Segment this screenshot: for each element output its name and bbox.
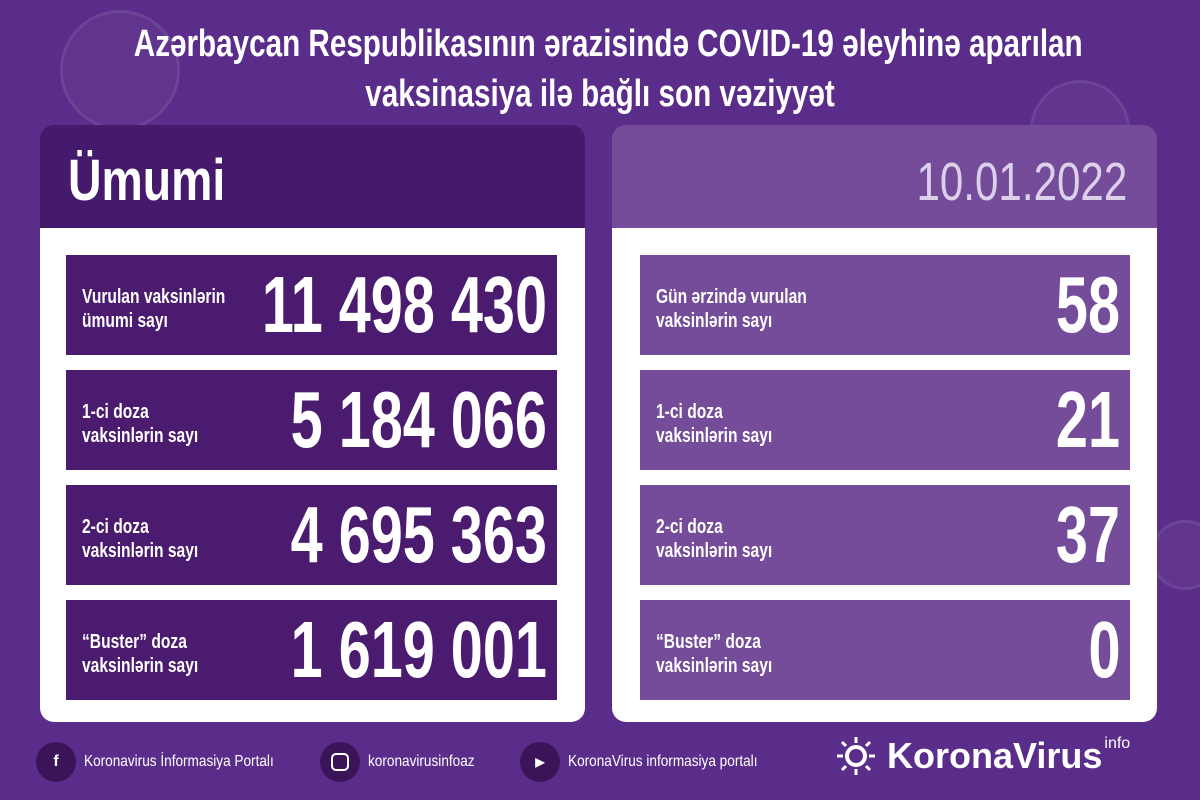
stat-row: Vurulan vaksinlərin ümumi sayı 11 498 430 [66,255,557,355]
stat-label: “Buster” doza vaksinlərin sayı [656,631,773,677]
youtube-icon: ▶ [520,742,560,782]
stat-value: 1 619 001 [290,605,547,694]
youtube-label: KoronaVirus informasiya portalı [568,753,758,770]
logo-text: KoronaVirus [887,735,1103,776]
facebook-label: Koronavirus İnformasiya Portalı [84,753,274,770]
date-label: 10.01.2022 [916,152,1127,212]
page-title-line2: vaksinasiya ilə bağlı son vəziyyət [365,73,835,115]
logo-sup: info [1104,735,1131,752]
stat-label: 2-ci doza vaksinlərin sayı [656,516,773,562]
total-header: Ümumi [40,125,585,229]
stat-label: 2-ci doza vaksinlərin sayı [82,516,199,562]
stat-label: Gün ərzində vurulan vaksinlərin sayı [656,286,807,332]
stat-row: 1-ci doza vaksinlərin sayı 5 184 066 [66,370,557,470]
stat-row: “Buster” doza vaksinlərin sayı 1 619 001 [66,600,557,700]
virus-decoration-icon [1150,520,1200,590]
instagram-icon [320,742,360,782]
facebook-link[interactable]: f Koronavirus İnformasiya Portalı [36,740,307,784]
koronavirus-logo: KoronaVirus info [835,735,1130,777]
stat-value: 11 498 430 [261,260,547,349]
stat-value: 0 [1087,605,1120,694]
stat-label: 1-ci doza vaksinlərin sayı [656,401,773,447]
stat-label: “Buster” doza vaksinlərin sayı [82,631,199,677]
stat-value: 21 [1055,375,1120,464]
total-heading: Ümumi [68,148,226,213]
stat-row: 1-ci doza vaksinlərin sayı 21 [640,370,1130,470]
daily-header: 10.01.2022 [612,125,1157,229]
stat-row: 2-ci doza vaksinlərin sayı 37 [640,485,1130,585]
stat-label: Vurulan vaksinlərin ümumi sayı [82,286,226,332]
youtube-link[interactable]: ▶ KoronaVirus informasiya portalı [520,740,791,784]
facebook-icon: f [36,742,76,782]
instagram-link[interactable]: koronavirusinfoaz [320,740,493,784]
instagram-label: koronavirusinfoaz [368,753,475,770]
stat-row: “Buster” doza vaksinlərin sayı 0 [640,600,1130,700]
page-title-line1: Azərbaycan Respublikasının ərazisində CO… [133,23,1083,65]
virus-decoration-icon [60,10,180,130]
sun-virus-icon [837,737,875,775]
stat-value: 37 [1055,490,1120,579]
stat-row: Gün ərzində vurulan vaksinlərin sayı 58 [640,255,1130,355]
stat-value: 5 184 066 [290,375,547,464]
total-card: Vurulan vaksinlərin ümumi sayı 11 498 430 … [40,228,585,722]
daily-card: Gün ərzində vurulan vaksinlərin sayı 58 1-… [612,228,1157,722]
stat-value: 58 [1055,260,1120,349]
stat-row: 2-ci doza vaksinlərin sayı 4 695 363 [66,485,557,585]
stat-value: 4 695 363 [290,490,547,579]
stat-label: 1-ci doza vaksinlərin sayı [82,401,199,447]
